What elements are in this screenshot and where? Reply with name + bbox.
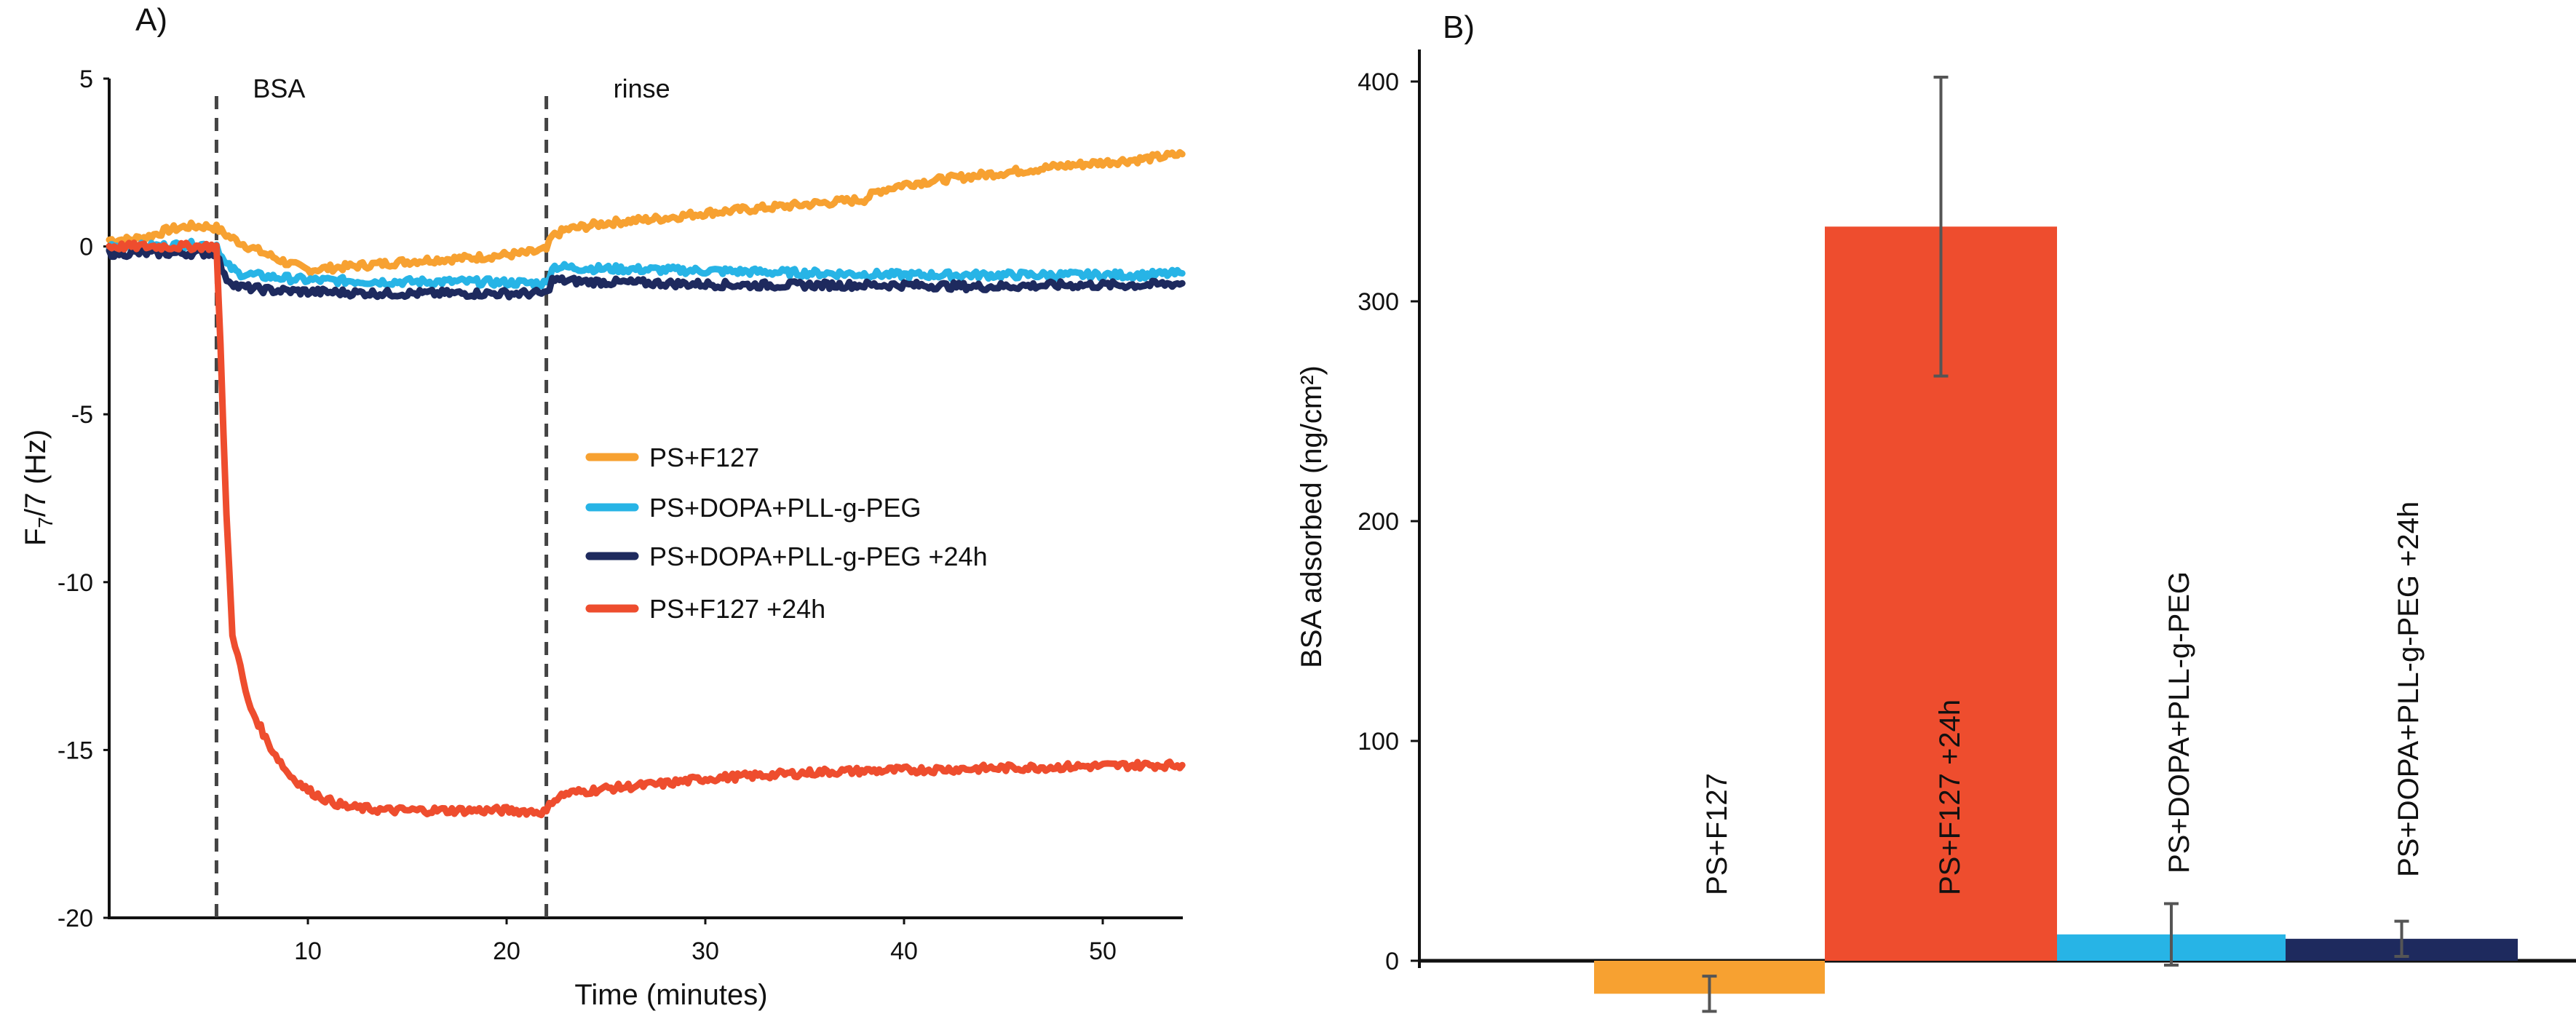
panel-b-y-tick-label: 0 [1385,948,1399,975]
panel-a-line-chart: A) 50-5-10-15-20 10 20 30 40 50 Time (minute… [20,2,1186,1011]
panel-a-y-tick-label: -20 [58,905,93,932]
series-line-ps-f127-24h [106,239,1186,819]
panel-a-x-tick-label: 10 [294,937,322,965]
panel-a-x-tick-label: 50 [1089,937,1117,965]
legend-label-ps-dopa-pll-g-peg-24h: PS+DOPA+PLL-g-PEG +24h [649,542,988,571]
bar-label-ps-dopa-pll-g-peg-24h: PS+DOPA+PLL-g-PEG +24h [2393,501,2425,877]
panel-a-x-tick-label: 20 [493,937,520,965]
panel-b-y-tick-label: 200 [1358,508,1399,536]
panel-a-x-tick-label: 40 [890,937,918,965]
panel-a-y-tick-label: 0 [79,234,93,261]
panel-a-legend: PS+F127 PS+DOPA+PLL-g-PEG PS+DOPA+PLL-g-PE… [585,443,988,624]
series-line-ps-dopa-pll-g-peg [106,237,1186,290]
panel-b-y-tick-label: 100 [1358,728,1399,756]
panel-a-y-tick-label: -10 [58,569,93,597]
event-marker-bsa-label: BSA [253,74,305,103]
panel-a-y-tick-label: -15 [58,737,93,764]
panel-a-series [106,148,1186,819]
bar-label-ps-f127-24h: PS+F127 +24h [1934,699,1966,895]
panel-b-y-tick-label: 300 [1358,288,1399,316]
panel-b-label: B) [1443,9,1475,45]
legend-label-ps-f127-24h: PS+F127 +24h [649,594,825,624]
panel-a-y-tick-label: 5 [79,66,93,93]
panel-a-x-tick-label: 30 [691,937,719,965]
panel-a-x-axis-title: Time (minutes) [574,979,767,1011]
legend-label-ps-f127: PS+F127 [649,443,759,472]
legend-label-ps-dopa-pll-g-peg: PS+DOPA+PLL-g-PEG [649,493,922,523]
panel-a-y-ticks: 5 0 -5 -10 -15 -20 [58,66,109,932]
panel-b-y-ticks: 400 300 200 100 0 [1358,68,1419,975]
panel-a-y-tick-label: -5 [71,401,93,429]
bar-label-ps-f127: PS+F127 [1701,773,1733,895]
panel-a-x-ticks: 10 20 30 40 50 [294,918,1117,965]
panel-b-bars: PS+F127 PS+F127 +24h PS+DOPA+PLL-g-PEG PS+D… [1594,75,2518,1013]
panel-a-label: A) [135,2,167,38]
panel-b-bar-chart: B) 400 300 200 100 0 BSA adsorbed (ng/cm²) P… [1296,9,2576,1013]
series-line-ps-dopa-pll-g-peg-24h [106,246,1186,301]
panel-a-y-axis-title: F7/7 (Hz) [20,429,57,546]
bar-label-ps-dopa-pll-g-peg: PS+DOPA+PLL-g-PEG [2163,571,2195,873]
series-line-ps-f127 [106,148,1186,277]
panel-b-y-tick-label: 400 [1358,68,1399,96]
event-marker-rinse-label: rinse [614,74,670,103]
panel-b-y-axis-title: BSA adsorbed (ng/cm²) [1296,365,1328,668]
